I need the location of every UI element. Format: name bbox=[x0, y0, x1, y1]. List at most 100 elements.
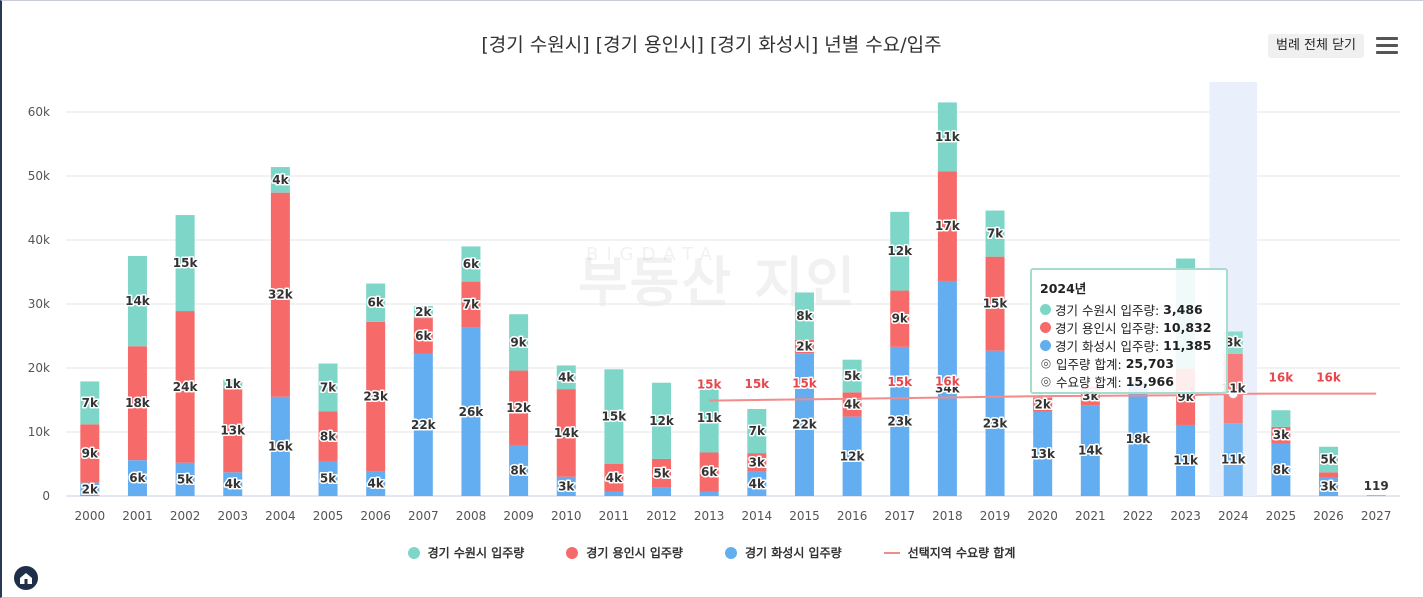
bar-value-label: 8k bbox=[796, 309, 813, 323]
x-tick-label: 2000 bbox=[75, 509, 106, 523]
demand-line-layer bbox=[709, 388, 1377, 402]
bar-segment bbox=[175, 462, 195, 496]
bar-segment bbox=[699, 491, 719, 496]
bar-segment bbox=[1223, 423, 1243, 496]
bar-segment bbox=[461, 327, 481, 496]
bar-value-label: 17k bbox=[935, 219, 961, 233]
bar-value-label: 3k bbox=[1273, 428, 1290, 442]
bar-segment bbox=[1319, 472, 1339, 478]
bar-segment bbox=[270, 396, 290, 496]
tooltip-row-label: 경기 화성시 입주량: bbox=[1055, 338, 1160, 354]
bar-segment bbox=[461, 246, 481, 282]
bar-value-label: 5k bbox=[177, 472, 194, 486]
bar-value-label: 34k bbox=[935, 381, 961, 395]
menu-icon[interactable] bbox=[1376, 37, 1398, 55]
bar-segment bbox=[985, 210, 1005, 257]
bar-value-label: 4k bbox=[225, 477, 242, 491]
bar-value-label: 14k bbox=[125, 294, 151, 308]
bar-value-label: 2k bbox=[796, 340, 813, 354]
bar-segment bbox=[937, 102, 957, 172]
x-tick-label: 2013 bbox=[694, 509, 725, 523]
bar-segment bbox=[1366, 495, 1386, 496]
legend-item[interactable]: 경기 수원시 입주량 bbox=[407, 544, 524, 561]
bar-segment bbox=[127, 346, 147, 461]
bar-value-label: 15k bbox=[173, 256, 199, 270]
bar-segment bbox=[1319, 477, 1339, 496]
legend-toggle-button[interactable]: 범례 전체 닫기 bbox=[1268, 34, 1364, 58]
bar-segment bbox=[937, 280, 957, 496]
bar-value-label: 119 bbox=[1364, 479, 1389, 493]
bar-value-label: 7k bbox=[82, 396, 99, 410]
legend-item[interactable]: 경기 용인시 입주량 bbox=[566, 544, 683, 561]
bar-segment bbox=[80, 482, 100, 496]
y-tick-label: 10k bbox=[28, 425, 50, 439]
tooltip-title: 2024년 bbox=[1040, 281, 1087, 296]
tooltip-row-label: 입주량 합계: bbox=[1056, 356, 1122, 372]
ring-icon: ◎ bbox=[1040, 356, 1052, 370]
bar-value-label: 2k bbox=[82, 482, 99, 496]
x-tick-label: 2009 bbox=[503, 509, 534, 523]
bar-value-label: 3k bbox=[1225, 336, 1242, 350]
legend-dot-icon bbox=[407, 546, 420, 559]
x-tick-label: 2027 bbox=[1361, 509, 1392, 523]
bar-value-label: 23k bbox=[363, 389, 389, 403]
bar-value-label: 24k bbox=[173, 380, 199, 394]
legend-item[interactable]: 선택지역 수요량 합계 bbox=[883, 544, 1016, 561]
bar-value-label: 5k bbox=[320, 472, 337, 486]
series-dot-icon bbox=[1040, 303, 1051, 315]
bar-segment bbox=[890, 290, 910, 347]
bar-segment bbox=[127, 256, 147, 347]
bar-segment bbox=[509, 445, 529, 496]
bar-segment bbox=[747, 453, 767, 472]
bar-segment bbox=[413, 353, 433, 496]
bar-value-label: 6k bbox=[368, 296, 385, 310]
bar-segment bbox=[223, 379, 243, 389]
bar-value-label: 2k bbox=[415, 305, 432, 319]
bar-segment bbox=[1319, 446, 1339, 473]
bar-segment bbox=[366, 321, 386, 472]
bar-segment bbox=[842, 416, 862, 496]
x-tick-label: 2004 bbox=[265, 509, 296, 523]
bar-segment bbox=[175, 311, 195, 463]
demand-value-label: 15k bbox=[697, 378, 723, 392]
x-tick-label: 2006 bbox=[360, 509, 391, 523]
demand-value-label: 15k bbox=[744, 377, 770, 391]
bar-segment bbox=[1271, 443, 1291, 496]
bar-value-label: 12k bbox=[649, 414, 675, 428]
bar-value-label: 22k bbox=[792, 418, 818, 432]
bar-value-label: 8k bbox=[320, 429, 337, 443]
x-tick-label: 2017 bbox=[884, 509, 915, 523]
bar-segment bbox=[652, 458, 672, 488]
x-tick-label: 2001 bbox=[122, 509, 153, 523]
y-tick-label: 60k bbox=[28, 105, 50, 119]
x-tick-label: 2014 bbox=[742, 509, 773, 523]
bar-value-label: 4k bbox=[558, 370, 575, 384]
legend-label: 선택지역 수요량 합계 bbox=[907, 546, 1016, 560]
bar-value-label: 9k bbox=[82, 446, 99, 460]
bar-segment bbox=[270, 167, 290, 193]
bar-segment bbox=[1033, 411, 1053, 496]
tooltip-row: ◎ 수요량 합계: 15,966 bbox=[1040, 372, 1218, 390]
bar-value-label: 9k bbox=[892, 312, 909, 326]
bar-segment bbox=[175, 215, 195, 312]
tooltip-row-label: 경기 수원시 입주량: bbox=[1055, 302, 1160, 318]
bar-value-label: 4k bbox=[606, 471, 623, 485]
y-tick-label: 0 bbox=[42, 489, 50, 503]
tooltip-row: 경기 용인시 입주량: 10,832 bbox=[1040, 318, 1218, 336]
bar-value-label: 3k bbox=[749, 455, 766, 469]
legend: 경기 수원시 입주량 경기 용인시 입주량 경기 화성시 입주량 선택지역 수요량 합… bbox=[0, 544, 1423, 561]
legend-item[interactable]: 경기 화성시 입주량 bbox=[724, 544, 842, 561]
bar-segment bbox=[747, 471, 767, 496]
bar-value-label: 5k bbox=[653, 466, 670, 480]
demand-value-label: 16k bbox=[1269, 371, 1295, 385]
bar-segment bbox=[461, 281, 481, 328]
bar-segment bbox=[1080, 405, 1100, 496]
home-icon[interactable] bbox=[14, 566, 38, 590]
ring-icon: ◎ bbox=[1040, 374, 1052, 388]
tooltip-row-label: 경기 용인시 입주량: bbox=[1055, 320, 1160, 336]
bar-value-label: 18k bbox=[125, 396, 151, 410]
demand-value-label: 16k bbox=[1316, 371, 1342, 385]
x-tick-label: 2005 bbox=[313, 509, 344, 523]
legend-label: 경기 용인시 입주량 bbox=[586, 546, 683, 560]
bar-segment bbox=[80, 381, 100, 425]
